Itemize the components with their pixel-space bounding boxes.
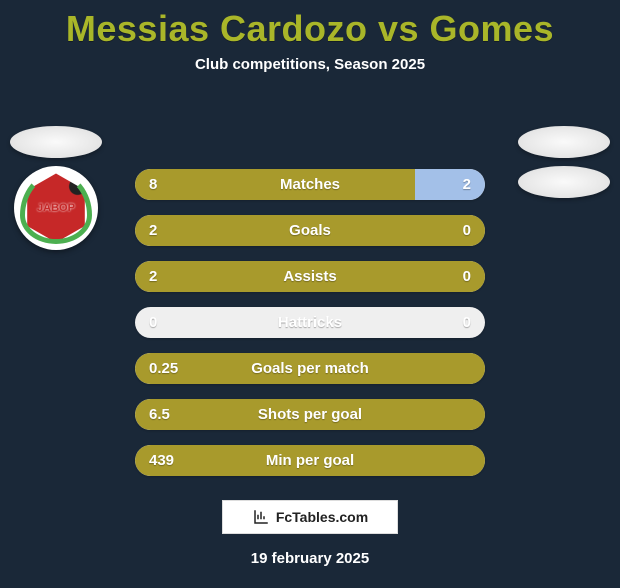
stat-row: 2Goals0 <box>135 215 485 246</box>
stat-label: Matches <box>212 176 408 193</box>
stat-label: Assists <box>212 268 408 285</box>
stat-label: Min per goal <box>212 452 408 469</box>
club-logo-text: JABOP <box>37 202 75 214</box>
stat-label: Goals per match <box>212 360 408 377</box>
stat-value-left: 0.25 <box>135 360 212 377</box>
date-text: 19 february 2025 <box>0 550 620 567</box>
brand-badge[interactable]: FcTables.com <box>222 500 398 534</box>
stat-value-left: 439 <box>135 452 212 469</box>
stat-value-left: 6.5 <box>135 406 212 423</box>
stat-value-left: 0 <box>135 314 212 331</box>
player-photo-placeholder <box>518 126 610 158</box>
left-player-badges: JABOP <box>10 126 102 250</box>
stat-value-left: 2 <box>135 268 212 285</box>
stat-row: 2Assists0 <box>135 261 485 292</box>
stat-label: Hattricks <box>212 314 408 331</box>
stat-label: Shots per goal <box>212 406 408 423</box>
stat-row: 439Min per goal <box>135 445 485 476</box>
stat-label: Goals <box>212 222 408 239</box>
chart-icon <box>252 508 270 526</box>
club-logo-right-placeholder <box>518 166 610 198</box>
stat-value-left: 8 <box>135 176 212 193</box>
stat-value-right: 0 <box>408 222 485 239</box>
stat-value-right: 0 <box>408 314 485 331</box>
page-title: Messias Cardozo vs Gomes <box>0 8 620 50</box>
brand-label: FcTables.com <box>276 509 368 525</box>
stat-value-left: 2 <box>135 222 212 239</box>
club-logo-left: JABOP <box>14 166 98 250</box>
stat-value-right: 0 <box>408 268 485 285</box>
stat-value-right: 2 <box>408 176 485 193</box>
right-player-badges <box>518 126 610 198</box>
subtitle: Club competitions, Season 2025 <box>0 56 620 73</box>
stat-row: 0.25Goals per match <box>135 353 485 384</box>
stat-row: 6.5Shots per goal <box>135 399 485 430</box>
stats-rows: 8Matches22Goals02Assists00Hattricks00.25… <box>135 169 485 476</box>
stat-row: 8Matches2 <box>135 169 485 200</box>
stat-row: 0Hattricks0 <box>135 307 485 338</box>
player-photo-placeholder <box>10 126 102 158</box>
